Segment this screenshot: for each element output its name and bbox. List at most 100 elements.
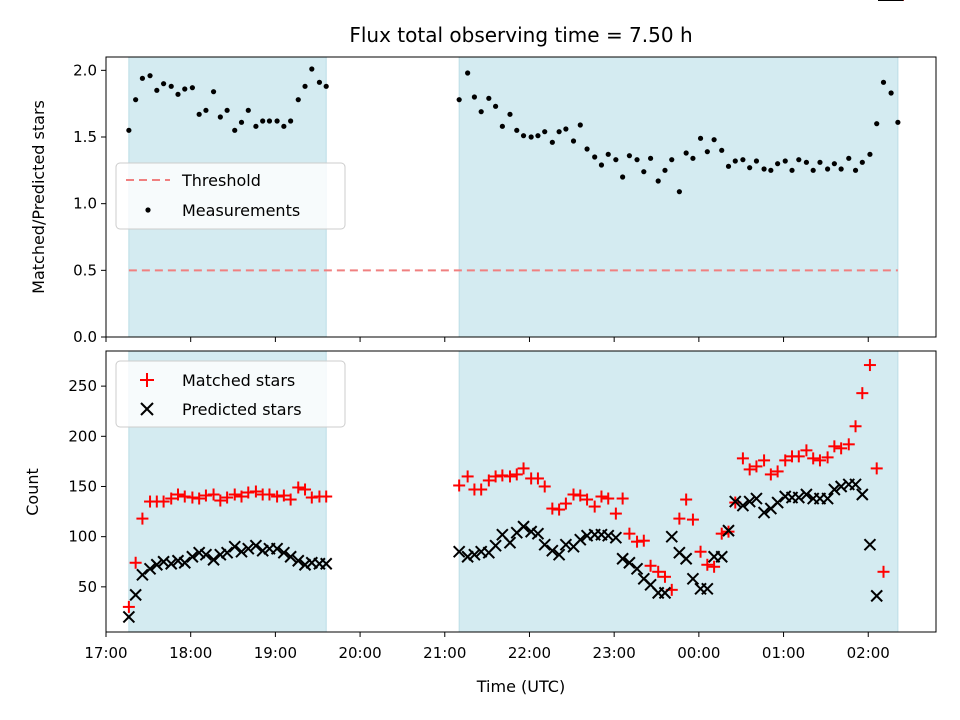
- bottom-y-ticks: 50 100 150 200 250: [68, 377, 106, 596]
- measurement-point: [147, 73, 153, 79]
- measurement-point: [260, 118, 266, 124]
- measurement-point: [888, 90, 894, 96]
- measurement-point: [768, 167, 774, 173]
- measurement-point: [620, 174, 626, 180]
- predicted-star-point: [489, 539, 502, 552]
- measurement-point: [323, 83, 329, 89]
- measurement-point: [838, 166, 844, 172]
- predicted-star-point: [150, 558, 164, 571]
- measurement-point: [492, 103, 499, 109]
- measurement-point: [867, 151, 873, 157]
- matched-star-point: [221, 491, 234, 504]
- measurement-point: [514, 127, 520, 133]
- predicted-star-point: [630, 562, 644, 575]
- matched-star-point: [249, 485, 262, 498]
- measurement-point: [217, 114, 223, 120]
- measurement-point: [224, 107, 230, 113]
- matched-star-point: [708, 560, 721, 573]
- measurement-point: [189, 85, 195, 91]
- measurement-points: [126, 66, 901, 195]
- measurement-point: [232, 127, 238, 133]
- predicted-star-point: [292, 554, 305, 567]
- measurement-point: [556, 129, 562, 135]
- measurement-point: [456, 97, 462, 103]
- predicted-star-point: [249, 539, 263, 552]
- observing-window-1: [458, 350, 899, 633]
- measurement-point: [295, 97, 301, 103]
- y-tick-label: 250: [68, 377, 97, 395]
- predicted-star-point: [228, 540, 241, 553]
- measurement-point: [486, 95, 492, 101]
- measurement-point: [634, 157, 640, 163]
- matched-star-point: [623, 527, 636, 540]
- predicted-star-point: [546, 544, 559, 557]
- measurement-point: [775, 161, 781, 167]
- matched-star-point: [228, 488, 241, 501]
- measurement-point: [316, 79, 323, 85]
- measurement-point: [719, 147, 725, 153]
- measurement-point: [471, 94, 478, 100]
- y-tick-label: 1.0: [73, 195, 97, 213]
- matched-star-point: [475, 483, 488, 496]
- matched-star-point: [320, 490, 333, 503]
- matched-star-point: [644, 559, 657, 572]
- matched-star-point: [680, 493, 693, 506]
- matched-star-point: [828, 440, 841, 453]
- matched-star-point: [136, 512, 149, 525]
- predicted-star-point: [743, 495, 756, 508]
- measurement-point: [796, 157, 802, 163]
- matched-star-point: [736, 452, 749, 465]
- matched-star-point: [658, 570, 671, 583]
- bottom-x-ticks: 17:00 18:00 19:00 20:00 21:00 22:00 23:00 00:00…: [84, 632, 890, 662]
- predicted-star-point: [524, 525, 538, 538]
- x-tick-label: 21:00: [423, 644, 466, 662]
- measurement-point: [542, 129, 548, 135]
- matched-star-point: [129, 556, 142, 569]
- bottom-legend-box: [115, 360, 346, 428]
- matched-star-point: [792, 450, 805, 463]
- matched-star-point: [178, 490, 191, 503]
- predicted-star-point: [715, 550, 728, 563]
- measurement-point: [203, 107, 209, 113]
- measurement-point: [824, 166, 831, 172]
- predicted-star-point: [298, 558, 312, 571]
- measurement-point: [697, 135, 704, 141]
- predicted-star-point: [207, 553, 220, 566]
- measurement-point: [133, 97, 139, 103]
- matched-star-point: [616, 492, 629, 505]
- legend-matched-swatch: [140, 373, 154, 387]
- measurement-point: [288, 118, 294, 124]
- matched-star-point: [199, 489, 212, 502]
- top-y-axis-label: Matched/Predicted stars: [29, 100, 48, 294]
- legend-threshold-label: Threshold: [181, 171, 261, 190]
- count-panel: 50 100 150 200 250 17:00 18:00 19:00 20:00 21:00…: [23, 0, 937, 696]
- predicted-star-point: [192, 546, 206, 559]
- measurement-point: [577, 122, 583, 128]
- predicted-star-points: [122, 0, 904, 624]
- predicted-star-point: [821, 492, 834, 505]
- matched-star-point: [835, 442, 848, 455]
- matched-star-point: [764, 468, 777, 481]
- matched-star-point: [453, 479, 466, 492]
- top-y-ticks: 0.0 0.5 1.0 1.5 2.0: [73, 61, 106, 346]
- matched-star-point: [701, 558, 714, 571]
- matched-star-point: [242, 486, 255, 499]
- top-panel-frame: [105, 56, 937, 338]
- predicted-star-point: [242, 542, 255, 555]
- y-tick-label: 1.5: [73, 128, 97, 146]
- measurement-point: [139, 75, 146, 81]
- measurement-point: [266, 118, 273, 124]
- predicted-star-point: [157, 555, 170, 568]
- predicted-star-point: [757, 506, 771, 519]
- predicted-star-point: [616, 552, 629, 565]
- measurement-point: [725, 163, 732, 169]
- matched-star-point: [686, 513, 699, 526]
- matched-star-point: [122, 600, 135, 613]
- measurement-point: [520, 133, 527, 139]
- matched-star-point: [277, 489, 290, 502]
- measurement-point: [175, 91, 181, 97]
- matched-star-point: [821, 451, 834, 464]
- predicted-star-point: [800, 488, 813, 501]
- y-tick-label: 0.5: [73, 261, 97, 279]
